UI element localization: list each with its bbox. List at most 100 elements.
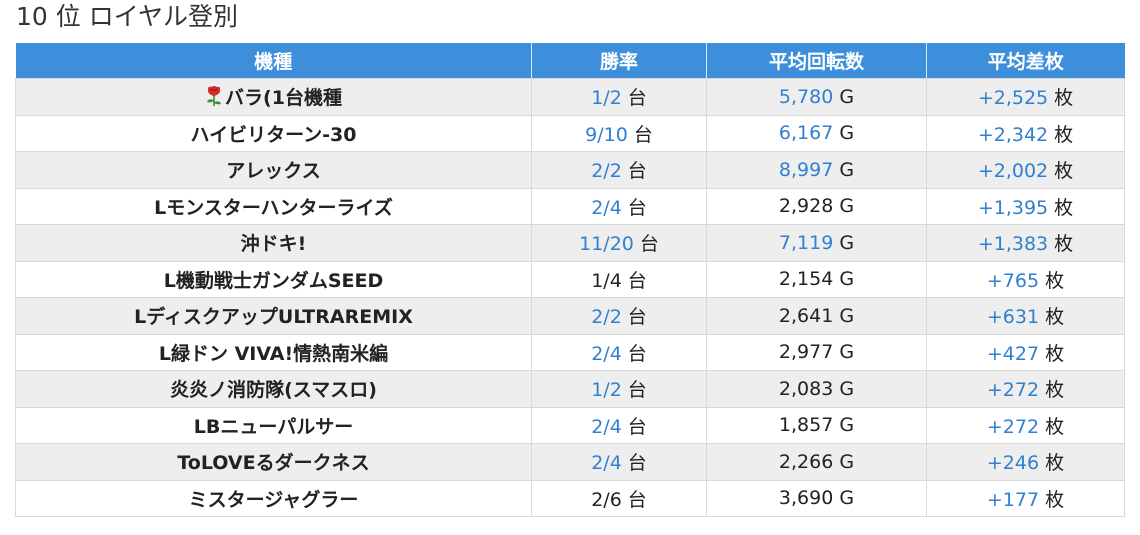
table-row[interactable]: L緑ドン VIVA!情熱南米編 2/4 台 2,977 G +427 枚 [15,333,1125,371]
win-rate-value[interactable]: 2/4 [591,415,622,438]
machine-name-cell[interactable]: アレックス [15,151,532,189]
machine-name-cell[interactable]: ハイビリターン-30 [15,114,532,152]
avg-spins-unit: G [839,158,855,181]
win-rate-cell[interactable]: 11/20 台 [531,224,707,262]
win-rate-value[interactable]: 2/4 [591,452,622,475]
machine-name[interactable]: LBニューパルサー [193,415,354,438]
win-rate-cell[interactable]: 2/2 台 [531,297,707,335]
machine-name-cell[interactable]: LBニューパルサー [15,406,532,444]
win-rate-value[interactable]: 1/2 [591,379,622,402]
avg-diff-cell[interactable]: +2,342 枚 [926,114,1125,152]
table-body: バラ(1台機種 1/2 台 5,780 G +2,525 枚ハイビリターン-30 9/10 台 6… [15,78,1125,517]
avg-spins-cell[interactable]: 8,997 G [706,151,927,189]
avg-diff-value[interactable]: +427 [986,342,1040,365]
avg-spins-value[interactable]: 6,167 [778,122,834,145]
avg-diff-cell[interactable]: +1,395 枚 [926,187,1125,225]
avg-diff-cell[interactable]: +765 枚 [926,260,1125,298]
machine-name-cell[interactable]: L緑ドン VIVA!情熱南米編 [15,333,532,371]
avg-diff-cell[interactable]: +1,383 枚 [926,224,1125,262]
table-row[interactable]: LディスクアップULTRAREMIX 2/2 台 2,641 G +631 枚 [15,297,1125,335]
machine-name[interactable]: L緑ドン VIVA!情熱南米編 [158,342,389,365]
avg-diff-cell[interactable]: +2,525 枚 [926,78,1125,116]
table-row[interactable]: アレックス 2/2 台 8,997 G +2,002 枚 [15,151,1125,189]
machine-name[interactable]: アレックス [226,160,321,183]
machine-name-cell[interactable]: 炎炎ノ消防隊(スマスロ) [15,370,532,408]
win-rate-cell[interactable]: 2/4 台 [531,443,707,481]
avg-diff-cell[interactable]: +177 枚 [926,479,1125,517]
table-row[interactable]: ミスタージャグラー 2/6 台 3,690 G +177 枚 [15,479,1125,517]
win-rate-cell[interactable]: 2/4 台 [531,406,707,444]
machine-name[interactable]: 沖ドキ! [240,233,307,256]
machine-name[interactable]: ハイビリターン-30 [190,123,357,146]
table-row[interactable]: ハイビリターン-30 9/10 台 6,167 G +2,342 枚 [15,114,1125,152]
avg-spins-value[interactable]: 5,780 [778,85,834,108]
win-rate-value[interactable]: 11/20 [579,233,634,256]
machine-name-cell[interactable]: ミスタージャグラー [15,479,532,517]
header-avg-diff[interactable]: 平均差枚 [926,43,1125,79]
avg-spins-cell: 1,857 G [706,406,927,444]
avg-diff-value[interactable]: +1,383 [977,233,1049,256]
machine-name-cell[interactable]: ToLOVEるダークネス [15,443,532,481]
avg-diff-value[interactable]: +2,342 [977,123,1049,146]
table-row[interactable]: Lモンスターハンターライズ 2/4 台 2,928 G +1,395 枚 [15,187,1125,225]
machine-name-cell[interactable]: 沖ドキ! [15,224,532,262]
avg-spins-value: 2,266 [778,450,834,473]
avg-spins-cell[interactable]: 6,167 G [706,114,927,152]
win-rate-value[interactable]: 9/10 [585,123,628,146]
table-row[interactable]: 炎炎ノ消防隊(スマスロ) 1/2 台 2,083 G +272 枚 [15,370,1125,408]
win-rate-value[interactable]: 2/2 [591,160,622,183]
avg-diff-value[interactable]: +2,525 [977,87,1049,110]
avg-spins-value[interactable]: 8,997 [778,158,834,181]
win-rate-cell[interactable]: 2/4 台 [531,333,707,371]
machine-name[interactable]: ミスタージャグラー [188,488,359,511]
avg-diff-cell[interactable]: +272 枚 [926,406,1125,444]
avg-diff-unit: 枚 [1054,87,1074,110]
header-avg-spins[interactable]: 平均回転数 [706,43,927,79]
win-rate-value: 1/4 [591,269,622,292]
win-rate-cell[interactable]: 9/10 台 [531,114,707,152]
win-rate-cell[interactable]: 1/2 台 [531,370,707,408]
win-rate-value[interactable]: 2/4 [591,342,622,365]
machine-name[interactable]: 炎炎ノ消防隊(スマスロ) [170,379,377,402]
win-rate-cell[interactable]: 2/4 台 [531,187,707,225]
header-machine[interactable]: 機種 [15,43,532,79]
avg-spins-unit: G [839,414,855,437]
avg-diff-value[interactable]: +631 [986,306,1040,329]
avg-diff-value[interactable]: +1,395 [977,196,1049,219]
machine-name[interactable]: LディスクアップULTRAREMIX [134,306,413,329]
machine-name[interactable]: Lモンスターハンターライズ [154,196,393,219]
avg-diff-value[interactable]: +272 [986,415,1040,438]
avg-diff-value[interactable]: +177 [986,488,1040,511]
table-row[interactable]: ToLOVEるダークネス 2/4 台 2,266 G +246 枚 [15,443,1125,481]
win-rate-value[interactable]: 2/4 [591,196,622,219]
avg-diff-cell[interactable]: +631 枚 [926,297,1125,335]
avg-diff-value[interactable]: +246 [986,452,1040,475]
table-row[interactable]: LBニューパルサー 2/4 台 1,857 G +272 枚 [15,406,1125,444]
win-rate-cell[interactable]: 1/2 台 [531,78,707,116]
machine-name[interactable]: バラ(1台機種 [225,87,342,110]
avg-diff-cell[interactable]: +427 枚 [926,333,1125,371]
win-rate-cell[interactable]: 2/2 台 [531,151,707,189]
machine-name[interactable]: L機動戦士ガンダムSEED [163,269,384,292]
machine-name-cell[interactable]: LディスクアップULTRAREMIX [15,297,532,335]
machine-name-cell[interactable]: バラ(1台機種 [15,78,532,116]
avg-diff-cell[interactable]: +246 枚 [926,443,1125,481]
table-row[interactable]: バラ(1台機種 1/2 台 5,780 G +2,525 枚 [15,78,1125,116]
win-rate-value[interactable]: 2/2 [591,306,622,329]
avg-spins-value[interactable]: 7,119 [778,231,834,254]
avg-spins-cell[interactable]: 7,119 G [706,224,927,262]
avg-spins-cell[interactable]: 5,780 G [706,78,927,116]
win-rate-value[interactable]: 1/2 [591,87,622,110]
avg-diff-value[interactable]: +765 [986,269,1040,292]
avg-diff-value[interactable]: +2,002 [977,160,1049,183]
avg-diff-value[interactable]: +272 [986,379,1040,402]
header-win-rate[interactable]: 勝率 [531,43,707,79]
machine-name[interactable]: ToLOVEるダークネス [177,452,370,475]
table-row[interactable]: L機動戦士ガンダムSEED 1/4 台 2,154 G +765 枚 [15,260,1125,298]
table-row[interactable]: 沖ドキ! 11/20 台 7,119 G +1,383 枚 [15,224,1125,262]
machine-name-cell[interactable]: Lモンスターハンターライズ [15,187,532,225]
avg-diff-cell[interactable]: +2,002 枚 [926,151,1125,189]
machine-name-cell[interactable]: L機動戦士ガンダムSEED [15,260,532,298]
avg-spins-cell: 2,266 G [706,443,927,481]
avg-diff-cell[interactable]: +272 枚 [926,370,1125,408]
